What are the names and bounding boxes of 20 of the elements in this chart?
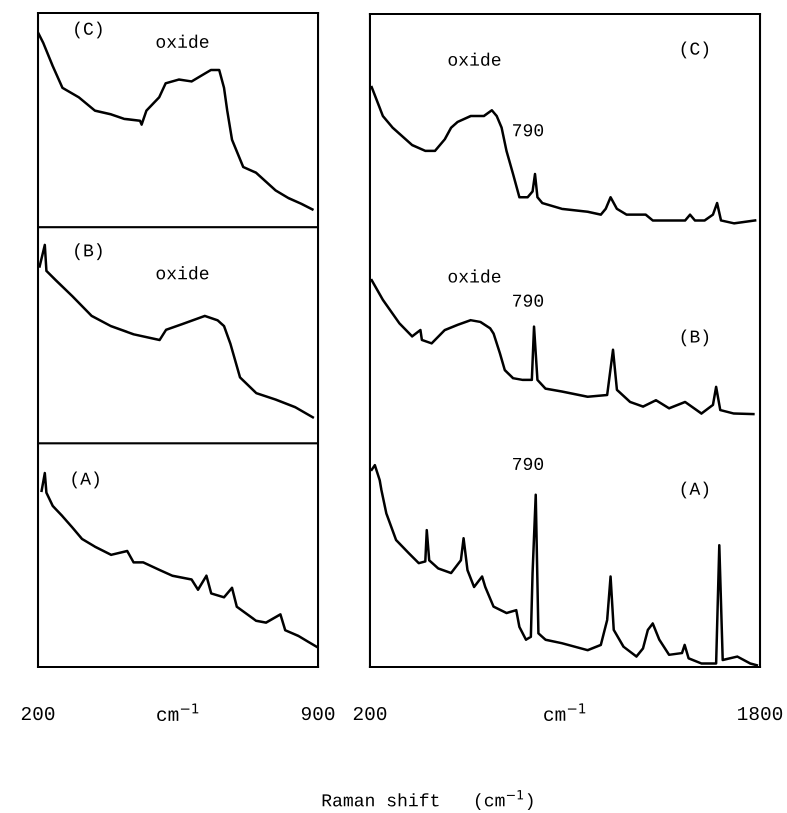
x-tick-label: 900 [302, 706, 334, 720]
x-tick-label: 200 [22, 706, 54, 720]
annotation: oxide [156, 266, 208, 280]
annotation: oxide [448, 269, 500, 283]
annotation: (B) [75, 243, 102, 260]
annotation: (C) [75, 22, 102, 38]
x-tick-label: 1800 [738, 706, 782, 720]
annotation: (A) [72, 472, 99, 488]
annotation: 790 [513, 458, 544, 470]
text: oxide [448, 52, 500, 66]
annotation: (B) [682, 329, 708, 346]
annotation: 790 [513, 294, 544, 307]
annotation: (A) [682, 482, 708, 498]
annotation: oxide [156, 34, 208, 48]
text: (C) [682, 41, 708, 58]
text: Raman shift (cm$^{−1}$) [322, 790, 533, 810]
x-axis-title: cm$^{−1}$ [157, 703, 198, 722]
annotation: 790 [513, 124, 544, 136]
x-tick-label: 200 [354, 706, 386, 720]
x-axis-title: cm$^{−1}$ [544, 703, 586, 721]
